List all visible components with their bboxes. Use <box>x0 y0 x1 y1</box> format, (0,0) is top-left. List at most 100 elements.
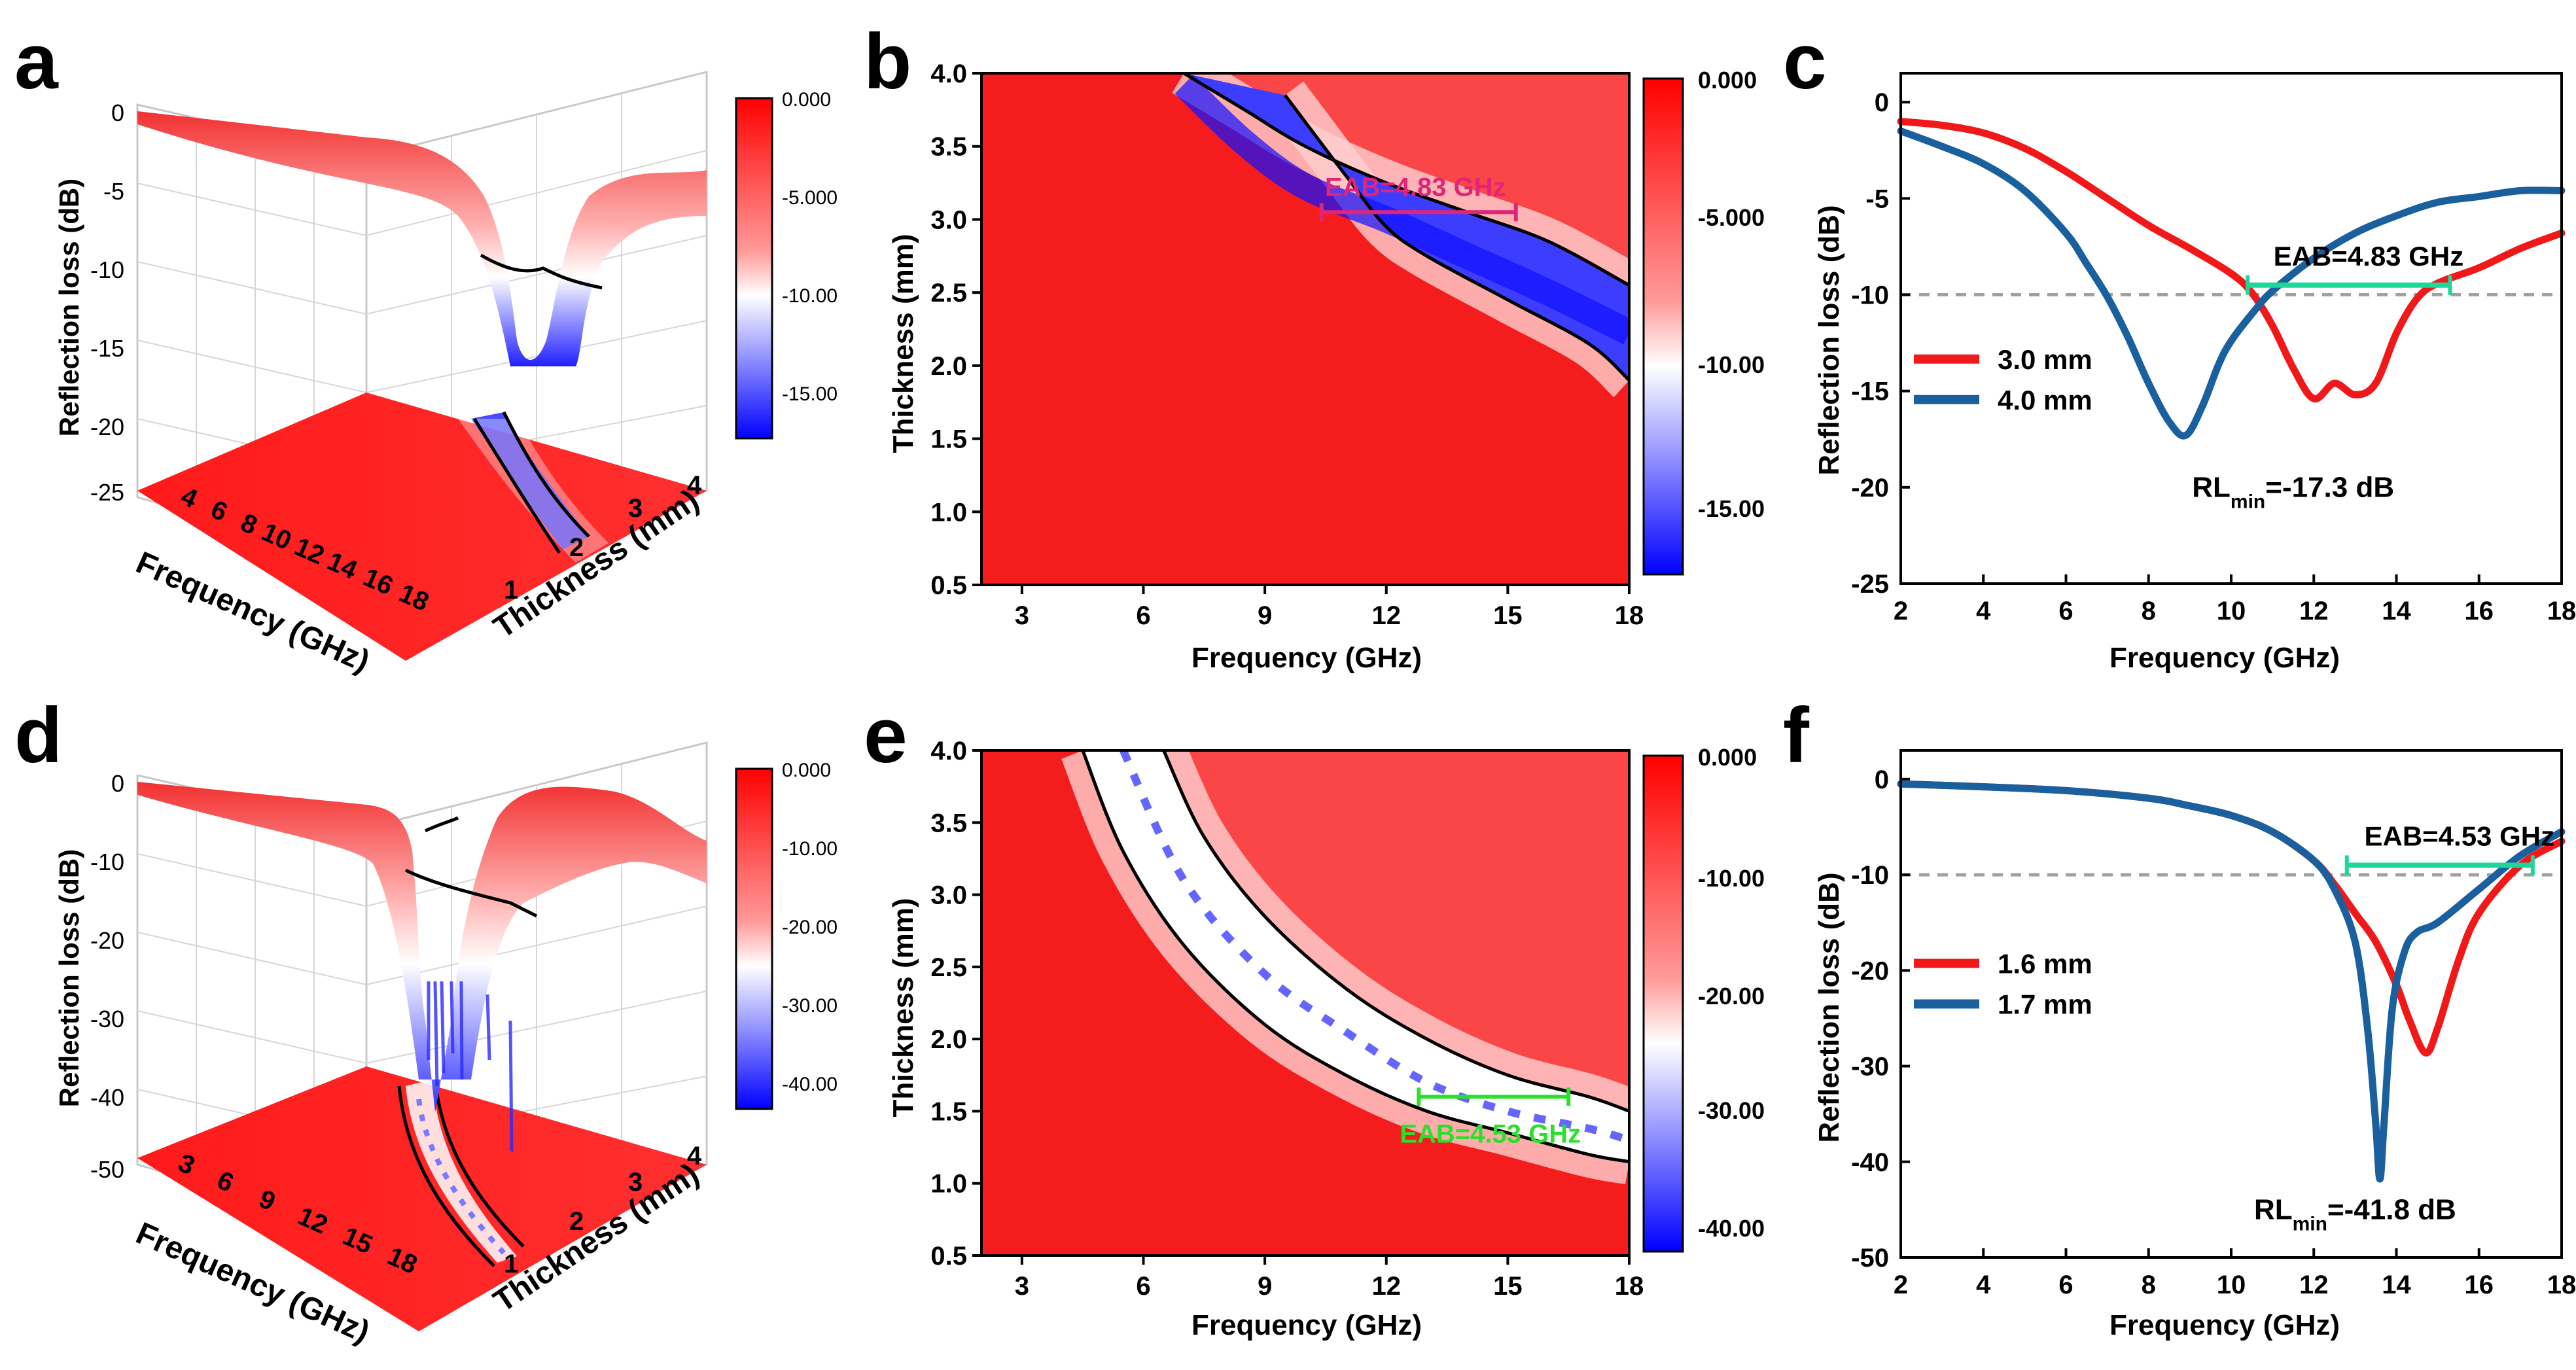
y-tick-label: -30 <box>1851 1053 1889 1081</box>
panel-d-3d-surface: d 0 -10 -20 -30 -4 <box>14 692 838 1350</box>
colorbar-tick: -5.000 <box>782 187 838 209</box>
surface-contour <box>480 253 603 290</box>
rl-surface <box>137 111 707 366</box>
legend-label: 3.0 mm <box>1998 344 2092 375</box>
contour-line-lower <box>1081 750 1629 1164</box>
panel-letter-d: d <box>14 692 62 779</box>
colorbar-tick: -20.00 <box>1698 983 1765 1010</box>
x-tick-label: 12 <box>1372 601 1402 630</box>
floor-contour-1 <box>397 1085 495 1267</box>
y-ticks: 1 2 3 4 <box>504 471 702 605</box>
y-tick-label: 1.5 <box>930 1097 967 1126</box>
z-ticks: 0 -10 -20 -30 -40 -50 <box>90 770 124 1183</box>
y-tick-label: -50 <box>1851 1244 1889 1273</box>
z-tick: -30 <box>90 1006 124 1032</box>
y-tick-label: 4.0 <box>930 60 967 88</box>
x-tick-label: 2 <box>1894 1271 1908 1299</box>
colorbar-b-ticks: 0.000 -5.000 -10.00 -15.00 <box>1698 67 1765 522</box>
z-axis-label: Reflection loss (dB) <box>54 849 84 1107</box>
line-plot-f: 2 4 6 8 10 12 14 16 18 0 -10 -20 -30 -40 -50 EAB=4.53 G… <box>1851 749 2576 1299</box>
colorbar-tick: 0.000 <box>782 89 831 111</box>
colorbar-tick: -15.00 <box>782 383 838 405</box>
z-axis-label: Reflection loss (dB) <box>54 179 84 436</box>
x-tick-label: 15 <box>1493 1272 1523 1301</box>
panel-b-heatmap: b 3 6 9 12 15 18 0.5 1.0 1.5 2.0 2.5 3.0 3.5 4.0 EAB=4… <box>864 18 1765 674</box>
panel-e-heatmap: e 3 6 9 12 15 18 0.5 1.0 1.5 2.0 2.5 3.0 3.5 4.0 EAB=4… <box>864 692 1765 1341</box>
panel-letter-e: e <box>864 692 908 779</box>
z-tick: -10 <box>90 849 124 875</box>
panel-letter-a: a <box>14 18 59 105</box>
heatmap-e: 3 6 9 12 15 18 0.5 1.0 1.5 2.0 2.5 3.0 3.5 4.0 EAB=4.5… <box>930 737 1644 1301</box>
x-axis-label: Frequency (GHz) <box>1191 1309 1422 1341</box>
colorbar-tick: 0.000 <box>782 760 831 781</box>
rl-surface <box>137 782 707 1112</box>
floor-contour-2 <box>502 411 590 538</box>
y-tick-label: 1.5 <box>930 425 967 454</box>
panel-f-line-chart: f 2 4 6 8 10 12 14 16 18 0 -10 -20 -30 -40 -50 EAB=4.53… <box>1783 692 2576 1341</box>
x-tick-label: 18 <box>1615 601 1644 630</box>
y-axis-label: Reflection loss (dB) <box>1813 872 1845 1142</box>
band-core <box>1174 75 1629 345</box>
x-tick-label: 4 <box>1976 597 1991 625</box>
colorbar-tick: 0.000 <box>1698 67 1757 94</box>
x-tick-label: 8 <box>2142 597 2156 625</box>
rl-min-annotation: RLmin=-17.3 dB <box>2192 472 2394 513</box>
x-tick-label: 2 <box>1894 597 1908 625</box>
x-tick-label: 6 <box>1136 601 1150 630</box>
x-tick-label: 6 <box>2058 597 2073 625</box>
panel-letter-c: c <box>1783 18 1827 105</box>
y-tick: 2 <box>569 533 584 562</box>
x-tick-label: 12 <box>2299 597 2329 625</box>
x-tick-label: 9 <box>1258 1272 1272 1301</box>
y-tick-label: 1.0 <box>930 1170 967 1199</box>
z-tick: 0 <box>111 99 124 126</box>
y-axis-label: Thickness (mm) <box>887 234 919 453</box>
colorbar-tick: -15.00 <box>1698 495 1765 522</box>
legend-label: 1.7 mm <box>1998 989 2092 1020</box>
z-tick: -40 <box>90 1084 124 1111</box>
y-tick-label: -25 <box>1851 570 1889 599</box>
x-tick-label: 18 <box>1615 1272 1644 1301</box>
floor-heatmap <box>137 393 707 661</box>
legend-label: 1.6 mm <box>1998 949 2092 979</box>
z-tick: -5 <box>103 178 124 205</box>
plot-area <box>981 750 1629 1256</box>
z-tick: -25 <box>90 479 124 506</box>
y-tick-label: -10 <box>1851 281 1889 309</box>
x-tick-label: 6 <box>2058 1271 2073 1299</box>
contour-line-lower <box>1284 94 1629 382</box>
x-tick-label: 10 <box>2217 1271 2246 1299</box>
y-tick: 3 <box>628 494 643 523</box>
y-tick-label: 3.5 <box>930 809 967 837</box>
y-tick-label: 3.5 <box>930 133 967 162</box>
y-tick: 1 <box>504 576 518 605</box>
x-axis-label: Frequency (GHz) <box>2109 1309 2340 1341</box>
plot-area <box>981 73 1629 585</box>
colorbar-tick: -40.00 <box>782 1074 838 1095</box>
y-tick-label: 2.5 <box>930 953 967 982</box>
z-tick: -15 <box>90 335 124 362</box>
x-tick-label: 10 <box>2217 597 2246 625</box>
colorbar-tick: -10.00 <box>782 838 838 860</box>
contour-line-upper <box>1162 750 1629 1113</box>
panel-a-3d-surface: a 0 -5 -10 -15 -20 -25 Ref <box>14 18 838 679</box>
colorbar-tick: -30.00 <box>1698 1097 1765 1124</box>
colorbar-tick: -10.00 <box>782 285 838 307</box>
y-axis-label: Reflection loss (dB) <box>1813 205 1845 475</box>
y-tick-label: -20 <box>1851 957 1889 985</box>
x-axis-label: Frequency (GHz) <box>2109 642 2340 674</box>
series-line-2 <box>1897 780 2566 1183</box>
y-tick-label: 0 <box>1875 765 1889 794</box>
floor-contour-2 <box>433 1079 525 1248</box>
colorbar-d-ticks: 0.000 -10.00 -20.00 -30.00 -40.00 <box>782 760 838 1095</box>
legend-label: 4.0 mm <box>1998 385 2092 415</box>
plot-frame <box>980 72 1631 586</box>
panel-letter-f: f <box>1783 692 1810 779</box>
y-tick-label: 0 <box>1875 88 1889 117</box>
y-tick-label: 0.5 <box>930 1242 967 1271</box>
x-tick-label: 16 <box>2465 597 2494 625</box>
surface-contour <box>404 868 538 918</box>
x-tick-label: 8 <box>2142 1271 2156 1299</box>
x-tick-label: 3 <box>1015 601 1029 630</box>
